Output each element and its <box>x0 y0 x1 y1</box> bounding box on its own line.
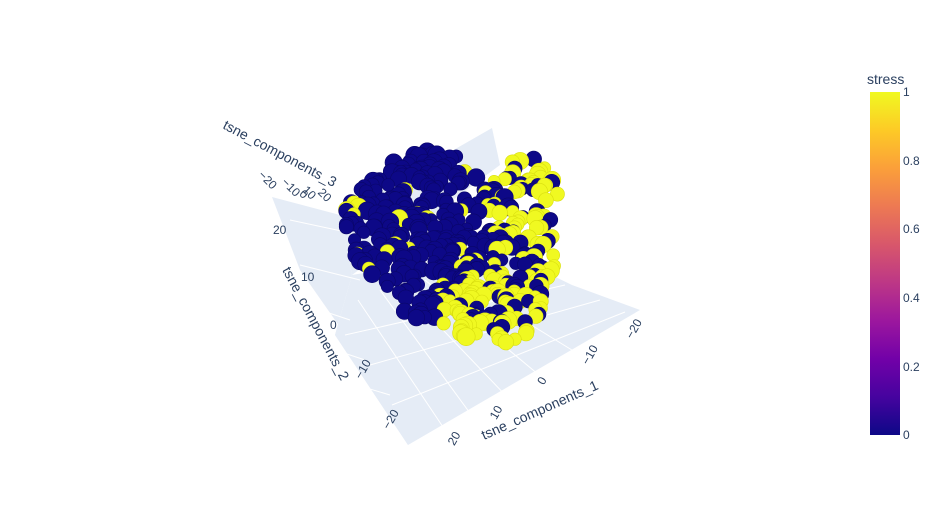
x-tick-0: −20 <box>623 316 645 341</box>
x-tick-2: 0 <box>534 374 550 387</box>
scatter-point <box>338 219 354 235</box>
scatter-point <box>363 265 381 284</box>
x-tick-3: 10 <box>487 403 506 422</box>
scatter-point <box>491 204 508 221</box>
scatter-point <box>538 192 554 208</box>
x-tick-4: 20 <box>445 429 464 448</box>
scatter-point <box>357 225 371 239</box>
cb-tick-5: 1 <box>903 85 910 99</box>
scatter-point <box>436 316 451 331</box>
x-tick-1: −10 <box>579 342 601 367</box>
cb-tick-1: 0.2 <box>903 360 920 374</box>
scatter-point <box>380 279 394 293</box>
scatter-markers <box>338 142 565 351</box>
z-tick-0: −20 <box>256 168 281 193</box>
scatter-point <box>497 334 515 351</box>
cb-tick-2: 0.4 <box>903 291 920 305</box>
colorbar: stress 0 0.2 0.4 0.6 0.8 1 <box>867 71 920 442</box>
y-tick-3: 10 <box>301 270 315 284</box>
z-axis: −20 −10 0 10 20 tsne_components_3 <box>221 117 340 205</box>
y-tick-2: 0 <box>330 318 337 332</box>
z-axis-title: tsne_components_3 <box>221 117 340 190</box>
scatter-point <box>517 325 535 342</box>
cb-tick-0: 0 <box>903 428 910 442</box>
cb-tick-3: 0.6 <box>903 222 920 236</box>
colorbar-title: stress <box>867 71 904 87</box>
colorbar-gradient <box>870 92 900 435</box>
cb-tick-4: 0.8 <box>903 154 920 168</box>
scatter-point <box>407 309 426 327</box>
scatter-point <box>456 327 476 347</box>
y-tick-4: 20 <box>273 223 287 237</box>
